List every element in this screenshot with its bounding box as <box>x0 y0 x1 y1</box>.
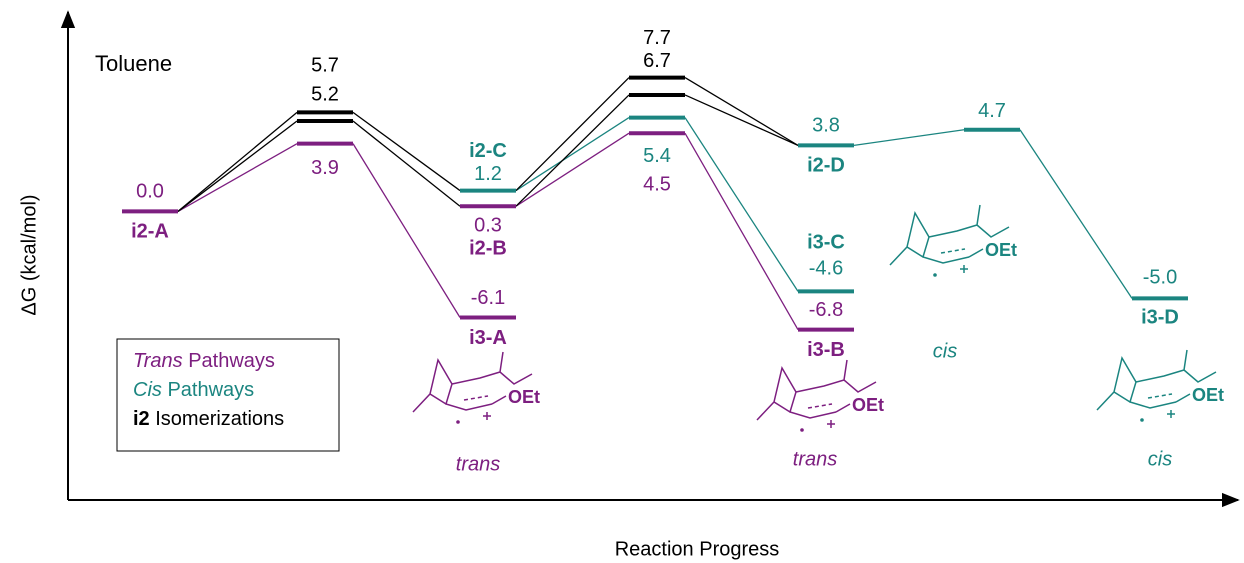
value-label: 3.9 <box>311 157 339 179</box>
structure-dashes <box>463 395 489 401</box>
connector <box>1019 129 1133 299</box>
structure: OEt <box>756 359 884 432</box>
structure: OEt <box>412 351 540 424</box>
connector <box>515 117 630 192</box>
structure-substituent: OEt <box>852 395 884 415</box>
structure-dot <box>933 273 937 277</box>
connector <box>684 132 799 330</box>
legend-entry: Cis Pathways <box>133 379 254 401</box>
structure-dot <box>456 420 460 424</box>
structure-substituent: OEt <box>508 387 540 407</box>
structure-dot <box>800 428 804 432</box>
value-label: 6.7 <box>643 50 671 72</box>
legend-box <box>116 338 340 452</box>
level-name: i2-D <box>807 155 845 177</box>
connector <box>684 77 799 146</box>
structure-label: cis <box>1148 448 1172 470</box>
level-name: i2-A <box>131 221 169 243</box>
value-label: 5.7 <box>311 55 339 77</box>
connector <box>515 94 630 207</box>
value-label: 0.3 <box>474 214 502 236</box>
level-name: i3-D <box>1141 307 1179 329</box>
connector <box>352 143 461 318</box>
value-label: 1.2 <box>474 163 502 185</box>
level-name: i2-C <box>469 140 507 162</box>
connector <box>515 77 630 192</box>
value-label: 4.5 <box>643 173 671 195</box>
structure-bonds <box>412 351 533 413</box>
structure-plus <box>827 420 835 428</box>
structure-plus <box>483 412 491 420</box>
structure-label: cis <box>933 340 957 362</box>
connector <box>352 120 461 207</box>
structure-dot <box>1140 418 1144 422</box>
legend-entry: i2 Isomerizations <box>133 408 284 430</box>
value-label: 0.0 <box>136 181 164 203</box>
connector <box>177 111 298 212</box>
structure: OEt <box>1096 349 1224 422</box>
structure-plus <box>1167 410 1175 418</box>
annotation: Toluene <box>95 51 172 76</box>
connector <box>352 111 461 192</box>
value-label: 4.7 <box>978 100 1006 122</box>
value-label: 5.4 <box>643 145 671 167</box>
structure-label: trans <box>456 453 500 475</box>
structure: OEt <box>889 204 1017 277</box>
structure-substituent: OEt <box>1192 385 1224 405</box>
structure-substituent: OEt <box>985 240 1017 260</box>
value-label: -6.8 <box>809 299 843 321</box>
connector <box>177 120 298 212</box>
structure-label: trans <box>793 448 837 470</box>
structure-dashes <box>807 403 833 409</box>
level-name: i2-B <box>469 237 507 259</box>
level-name: i3-B <box>807 339 845 361</box>
connector <box>684 94 799 146</box>
value-label: -4.6 <box>809 258 843 280</box>
structure-bonds <box>756 359 877 421</box>
connector <box>515 132 630 207</box>
connector <box>684 117 799 292</box>
level-name: i3-A <box>469 327 507 349</box>
value-label: 7.7 <box>643 27 671 49</box>
connector <box>177 143 298 212</box>
value-label: 5.2 <box>311 83 339 105</box>
value-label: 3.8 <box>812 115 840 137</box>
connector <box>853 129 965 147</box>
legend-entry: Trans Pathways <box>133 350 275 372</box>
value-label: -6.1 <box>471 287 505 309</box>
level-name: i3-C <box>807 232 845 254</box>
structure-bonds <box>889 204 1010 266</box>
structure-bonds <box>1096 349 1217 411</box>
structure-plus <box>960 265 968 273</box>
y-axis-label: ΔG (kcal/mol) <box>18 194 40 315</box>
structure-dashes <box>1147 393 1173 399</box>
structure-dashes <box>940 248 966 254</box>
x-axis-label: Reaction Progress <box>615 538 780 560</box>
value-label: -5.0 <box>1143 267 1177 289</box>
